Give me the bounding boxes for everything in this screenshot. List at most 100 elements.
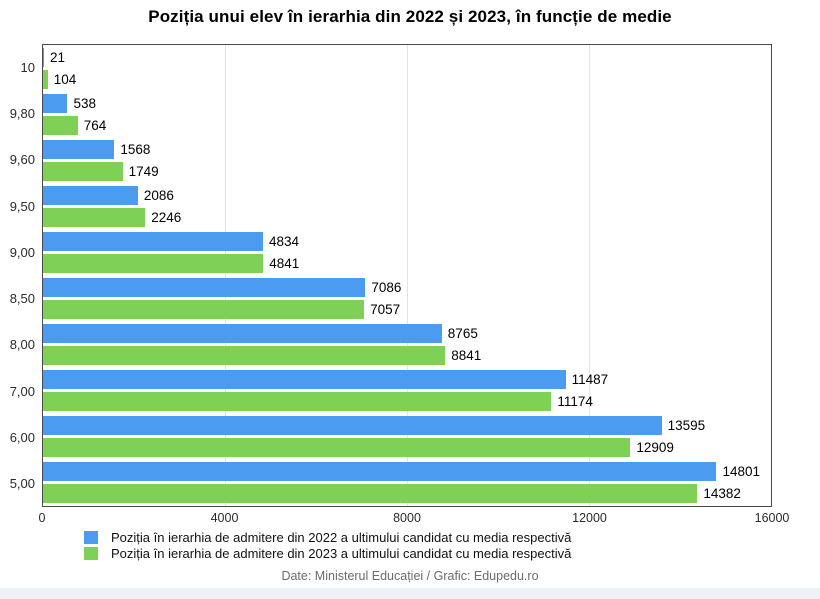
legend-item-2022: Poziția în ierarhia de admitere din 2022…	[84, 529, 571, 545]
x-tick-label: 8000	[393, 511, 421, 525]
bar-value-label: 4834	[268, 233, 299, 249]
bar-group: 13595 12909	[43, 414, 771, 460]
y-tick-label: 7,00	[9, 383, 35, 399]
y-tick-label: 9,80	[9, 105, 35, 121]
gridline	[589, 45, 590, 506]
bar-value-label: 2246	[151, 209, 182, 225]
y-tick-label: 6,00	[9, 430, 35, 446]
legend-label-2022: Poziția în ierarhia de admitere din 2022…	[111, 529, 572, 545]
bar-row: 104	[43, 69, 771, 89]
bar-row: 14382	[43, 484, 771, 504]
y-tick-label: 10	[20, 59, 35, 75]
bar-row: 11174	[43, 392, 771, 412]
bar-value-label: 8841	[451, 348, 482, 364]
bar-group: 2086 2246	[43, 183, 771, 229]
legend-swatch-2022	[84, 530, 98, 544]
bar-value-label: 11487	[571, 372, 609, 388]
bar-value-label: 7057	[370, 302, 401, 318]
gridline	[407, 45, 408, 506]
bar-value-label: 2086	[143, 187, 174, 203]
bar-2022	[43, 278, 366, 298]
bar-value-label: 14382	[703, 486, 741, 502]
y-tick-label: 9,60	[9, 152, 35, 168]
bar-row: 1749	[43, 161, 771, 181]
bar-2023	[43, 484, 698, 504]
gridline	[225, 45, 226, 506]
bar-row: 8841	[43, 346, 771, 366]
bar-group: 538 764	[43, 91, 771, 137]
bar-2022	[43, 231, 263, 251]
legend-item-2023: Poziția în ierarhia de admitere din 2023…	[84, 545, 571, 561]
bar-group: 14801 14382	[43, 460, 771, 506]
bar-row: 8765	[43, 324, 771, 344]
bar-value-label: 8765	[447, 326, 478, 342]
bar-2022	[43, 93, 68, 113]
bar-group: 4834 4841	[43, 229, 771, 275]
bar-group: 11487 11174	[43, 368, 771, 414]
x-axis: 0 4000 8000 12000 16000	[38, 511, 790, 526]
bar-2023	[43, 69, 48, 89]
bar-group: 1568 1749	[43, 137, 771, 183]
bar-2023	[43, 346, 446, 366]
y-tick-label: 5,00	[9, 476, 35, 492]
bar-2022	[43, 370, 566, 390]
bar-2023	[43, 207, 146, 227]
x-tick-label: 12000	[572, 511, 607, 525]
bar-row: 764	[43, 115, 771, 135]
bar-value-label: 13595	[667, 418, 706, 434]
bar-2023	[43, 253, 264, 273]
bar-value-label: 4841	[269, 255, 300, 271]
bar-2023	[43, 438, 631, 458]
bar-2023	[43, 161, 123, 181]
bar-row: 7086	[43, 278, 771, 298]
bar-row: 1568	[43, 139, 771, 159]
bar-row: 2246	[43, 207, 771, 227]
legend: Poziția în ierarhia de admitere din 2022…	[84, 529, 571, 561]
bar-row: 14801	[43, 462, 771, 482]
y-tick-label: 8,50	[9, 291, 35, 307]
bar-value-label: 104	[53, 71, 77, 87]
bar-row: 4841	[43, 253, 771, 273]
y-tick-label: 9,50	[9, 198, 35, 214]
bottom-strip	[0, 588, 820, 599]
bar-2022	[43, 139, 115, 159]
bar-group: 21 104	[43, 45, 771, 91]
bar-value-label: 764	[83, 117, 107, 133]
bar-2022	[43, 185, 138, 205]
bar-row: 7057	[43, 300, 771, 320]
bar-row: 538	[43, 93, 771, 113]
bar-value-label: 1749	[128, 163, 159, 179]
bar-row: 2086	[43, 185, 771, 205]
x-tick-label: 0	[38, 511, 46, 525]
legend-label-2023: Poziția în ierarhia de admitere din 2023…	[111, 545, 572, 561]
bar-value-label: 11174	[557, 394, 593, 410]
bar-value-label: 14801	[722, 464, 760, 480]
bar-2022	[43, 462, 717, 482]
bar-2023	[43, 392, 552, 412]
x-tick-label: 16000	[754, 511, 790, 525]
bar-row: 13595	[43, 416, 771, 436]
bar-row: 4834	[43, 231, 771, 251]
bar-value-label: 538	[73, 95, 96, 111]
bar-value-label: 21	[49, 49, 65, 65]
source-credit: Date: Ministerul Educației / Grafic: Edu…	[281, 569, 539, 583]
bar-group: 7086 7057	[43, 275, 771, 321]
bar-2022	[43, 416, 662, 436]
y-tick-label: 8,00	[9, 337, 35, 353]
legend-swatch-2023	[84, 546, 98, 560]
bar-group: 8765 8841	[43, 322, 771, 368]
bar-2022	[43, 324, 442, 344]
x-tick-label: 4000	[210, 511, 239, 525]
bar-value-label: 1568	[120, 141, 151, 157]
bar-row: 11487	[43, 370, 771, 390]
bar-2022	[43, 47, 44, 67]
y-axis: 10 9,80 9,60 9,50 9,00 8,50 8,00 7,00 6,00 5,00	[0, 44, 35, 507]
bar-2023	[43, 300, 365, 320]
bar-value-label: 12909	[636, 440, 674, 456]
bar-row: 21	[43, 47, 771, 67]
y-tick-label: 9,00	[9, 244, 35, 260]
plot-area: 21 104 538 764 1568 1749 2086 2246 4834 4841 7086 7…	[42, 44, 772, 507]
chart-title: Poziția unui elev în ierarhia din 2022 ș…	[148, 7, 672, 26]
bar-row: 12909	[43, 438, 771, 458]
bar-value-label: 7086	[371, 280, 402, 296]
